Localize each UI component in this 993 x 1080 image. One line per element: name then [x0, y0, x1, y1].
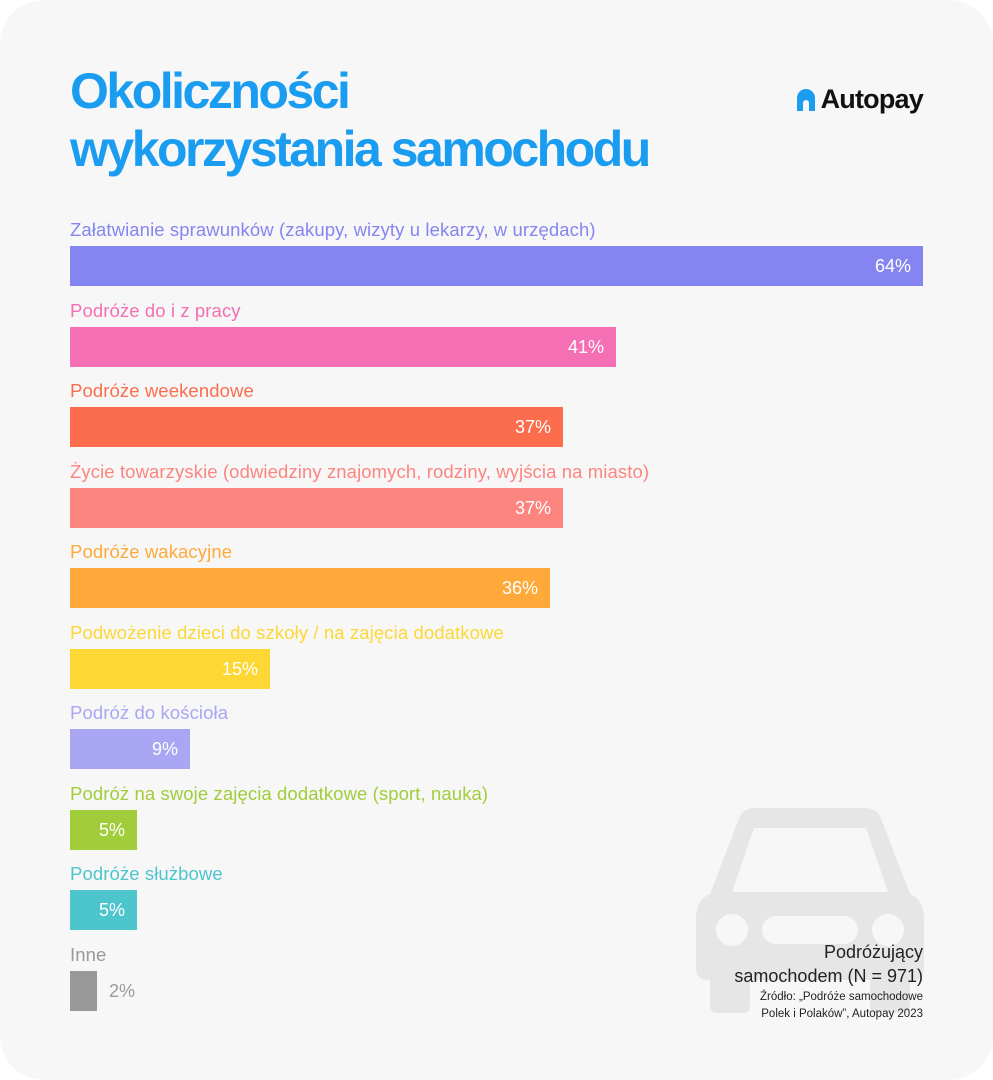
bar-row: Życie towarzyskie (odwiedziny znajomych,…: [70, 460, 923, 532]
bar: [70, 649, 270, 689]
category-label: Podróże weekendowe: [70, 380, 254, 401]
bar-row: Inne 2%: [70, 943, 923, 1015]
bar-row: Podwożenie dzieci do szkoły / na zajęcia…: [70, 621, 923, 693]
value-label: 5%: [98, 820, 125, 840]
bar-row: Podróż na swoje zajęcia dodatkowe (sport…: [70, 782, 923, 854]
footnote: Podróżujący samochodem (N = 971) Źródło:…: [734, 940, 923, 1022]
car-silhouette-icon: [696, 808, 924, 1013]
sample-size-line-1: Podróżujący: [823, 942, 923, 962]
bar: [70, 407, 563, 447]
value-label: 15%: [221, 659, 258, 679]
category-label: Podróże wakacyjne: [70, 541, 233, 562]
bar: [70, 568, 550, 608]
brand-logo: Autopay: [796, 84, 924, 115]
bar-row: Podróże weekendowe 37%: [70, 379, 923, 451]
value-label: 64%: [874, 256, 911, 276]
bar: [70, 890, 137, 930]
bar-row: Podróż do kościoła 9%: [70, 701, 923, 773]
bar-row: Podróże do i z pracy 41%: [70, 299, 923, 371]
category-label: Załatwianie sprawunków (zakupy, wizyty u…: [70, 219, 596, 240]
autopay-logo-icon: [796, 88, 815, 111]
value-label: 37%: [514, 417, 551, 437]
bar: [70, 246, 923, 286]
value-label: 36%: [501, 578, 538, 598]
brand-name: Autopay: [820, 84, 924, 114]
value-label: 2%: [109, 981, 136, 1001]
value-label: 9%: [151, 739, 178, 759]
category-label: Podróże do i z pracy: [70, 300, 241, 321]
value-label: 41%: [567, 337, 604, 357]
bar: [70, 488, 563, 528]
bar: [70, 729, 190, 769]
chart-title: Okoliczności wykorzystania samochodu: [70, 62, 651, 178]
sample-size-line-2: samochodem (N = 971): [734, 966, 923, 986]
bar: [70, 971, 97, 1011]
category-label: Podróże służbowe: [70, 863, 223, 884]
source-line-2: Polek i Polaków”, Autopay 2023: [761, 1008, 923, 1020]
bar-row: Podróże służbowe 5%: [70, 862, 923, 934]
title-line-1: Okoliczności: [70, 63, 351, 119]
category-label: Podróż do kościoła: [70, 702, 229, 723]
category-label: Życie towarzyskie (odwiedziny znajomych,…: [70, 461, 650, 482]
source-line-1: Źródło: „Podróże samochodowe: [760, 991, 923, 1003]
category-label: Inne: [70, 944, 107, 965]
value-label: 37%: [514, 498, 551, 518]
value-label: 5%: [98, 900, 125, 920]
bar-row: Załatwianie sprawunków (zakupy, wizyty u…: [70, 218, 923, 290]
bar: [70, 810, 137, 850]
title-line-2: wykorzystania samochodu: [70, 121, 651, 177]
bar: [70, 327, 616, 367]
category-label: Podróż na swoje zajęcia dodatkowe (sport…: [70, 783, 489, 804]
bar-row: Podróże wakacyjne 36%: [70, 540, 923, 612]
category-label: Podwożenie dzieci do szkoły / na zajęcia…: [70, 622, 504, 643]
